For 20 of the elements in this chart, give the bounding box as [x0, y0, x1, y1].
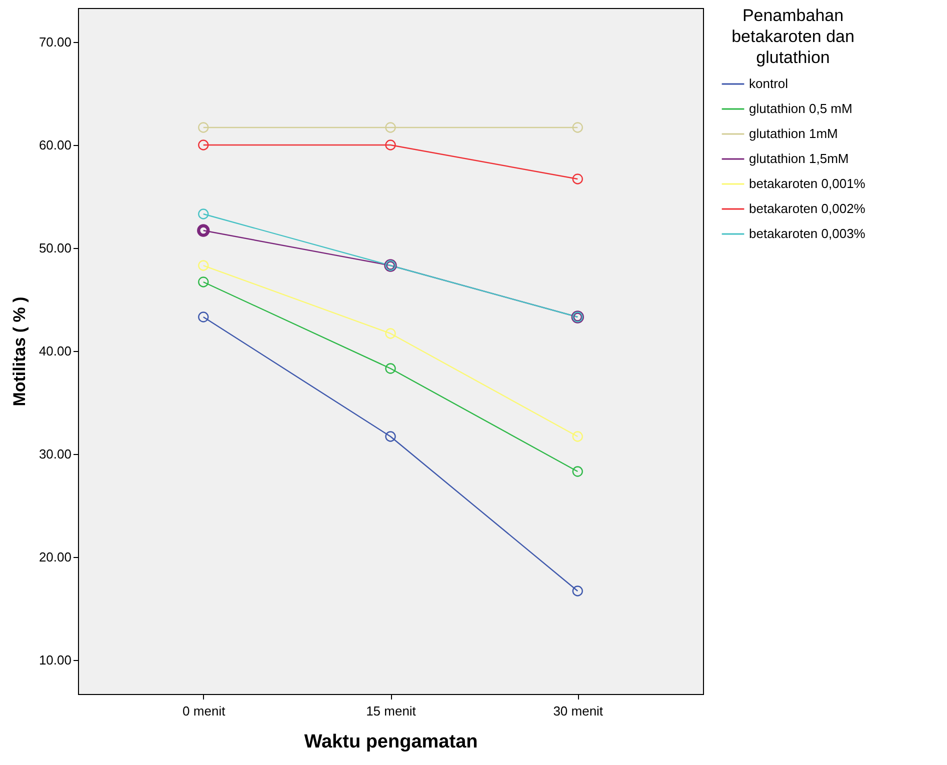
legend-label: glutathion 1,5mM — [749, 151, 849, 166]
y-tick-label: 20.00 — [38, 550, 72, 565]
legend-label: glutathion 0,5 mM — [749, 101, 852, 116]
legend-title: Penambahan betakaroten dan glutathion — [732, 6, 854, 67]
legend-label: kontrol — [749, 76, 788, 91]
y-tick-label: 50.00 — [38, 240, 72, 256]
y-tick-label: 70.00 — [38, 34, 72, 50]
legend-label: betakaroten 0,003% — [749, 226, 866, 241]
y-axis-title: Motilitas ( % ) — [10, 296, 29, 406]
legend-label: glutathion 1mM — [749, 126, 838, 141]
x-axis-title: Waktu pengamatan — [304, 732, 478, 752]
legend-label: betakaroten 0,002% — [749, 201, 866, 216]
y-tick-label: 10.00 — [38, 652, 72, 668]
y-tick-label: 60.00 — [38, 137, 72, 152]
x-tick-label: 30 menit — [553, 704, 604, 718]
x-tick-label: 0 menit — [182, 704, 226, 718]
y-tick-label: 30.00 — [38, 446, 72, 462]
y-tick-label: 40.00 — [38, 344, 72, 358]
legend-label: betakaroten 0,001% — [749, 176, 866, 191]
x-tick-label: 15 menit — [366, 704, 416, 718]
